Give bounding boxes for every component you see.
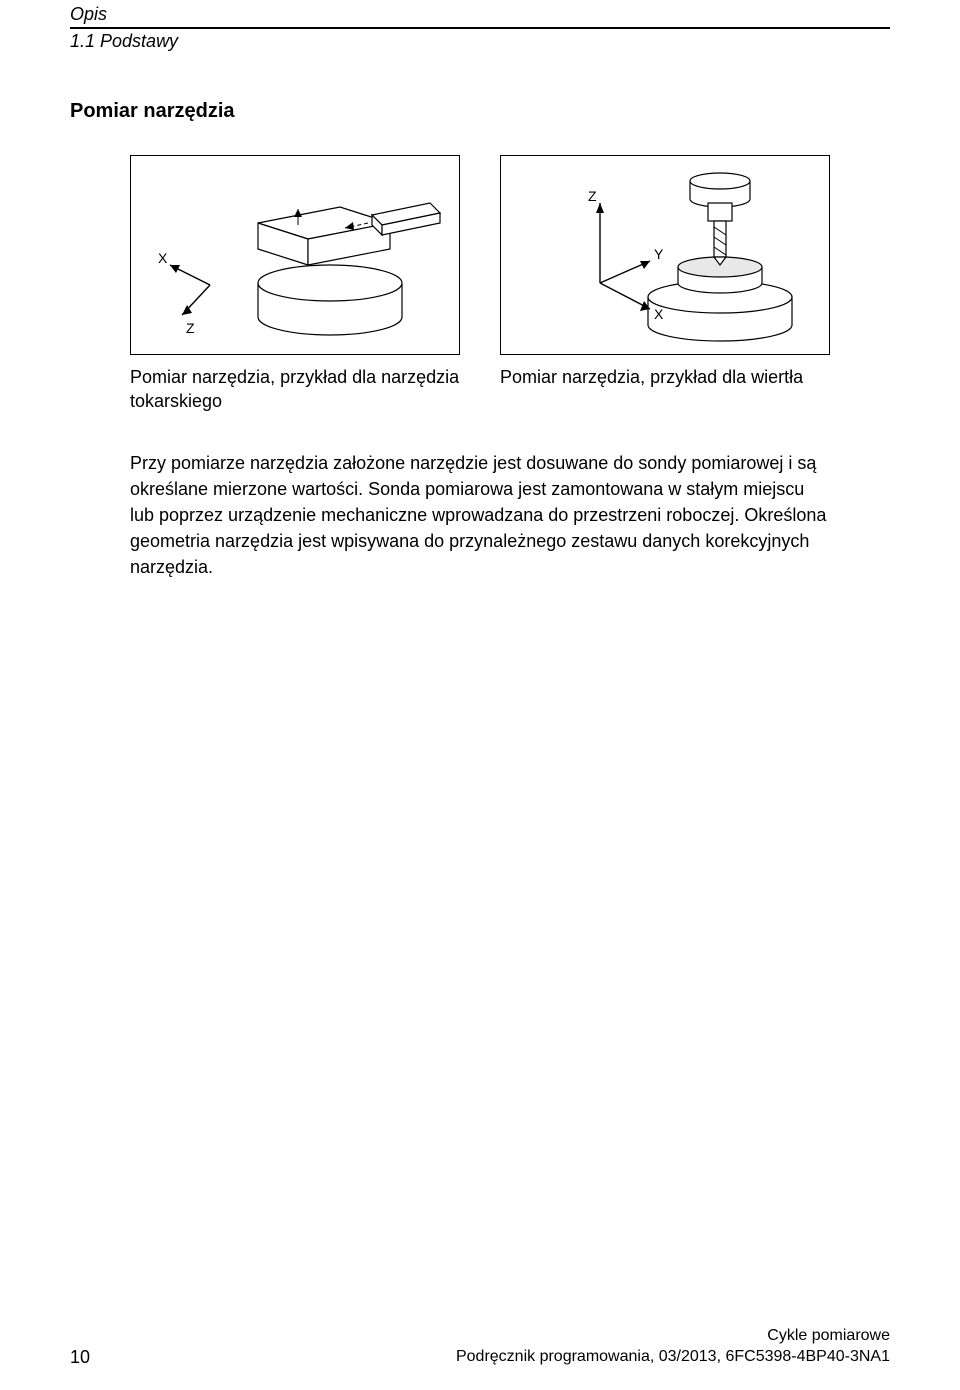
- caption-row: Pomiar narzędzia, przykład dla narzędzia…: [130, 365, 960, 414]
- axis-x-label: X: [158, 250, 168, 266]
- drill-diagram-svg: Z Y X: [510, 165, 820, 345]
- section-title: Pomiar narzędzia: [70, 100, 960, 123]
- axis-y-label: Y: [654, 246, 664, 262]
- axis-x-label-right: X: [654, 306, 664, 322]
- body-paragraph: Przy pomiarze narzędzia założone narzędz…: [130, 450, 830, 580]
- lathe-diagram-svg: X Z: [140, 165, 450, 345]
- caption-left: Pomiar narzędzia, przykład dla narzędzia…: [130, 365, 460, 414]
- axis-z-label: Z: [186, 320, 195, 336]
- diagram-row: X Z: [130, 155, 960, 355]
- footer-line1: Cykle pomiarowe: [456, 1325, 890, 1347]
- header-rule: [70, 27, 890, 29]
- diagram-lathe: X Z: [130, 155, 460, 355]
- caption-right: Pomiar narzędzia, przykład dla wiertła: [500, 365, 830, 414]
- footer-right: Cykle pomiarowe Podręcznik programowania…: [456, 1325, 890, 1368]
- page-footer: 10 Cykle pomiarowe Podręcznik programowa…: [0, 1325, 960, 1368]
- page-header: Opis 1.1 Podstawy: [0, 0, 960, 52]
- footer-line2: Podręcznik programowania, 03/2013, 6FC53…: [456, 1346, 890, 1368]
- header-subtitle: 1.1 Podstawy: [70, 31, 890, 52]
- axis-z-label-right: Z: [588, 188, 597, 204]
- diagram-drill: Z Y X: [500, 155, 830, 355]
- header-title: Opis: [70, 4, 890, 25]
- page-number: 10: [70, 1347, 90, 1368]
